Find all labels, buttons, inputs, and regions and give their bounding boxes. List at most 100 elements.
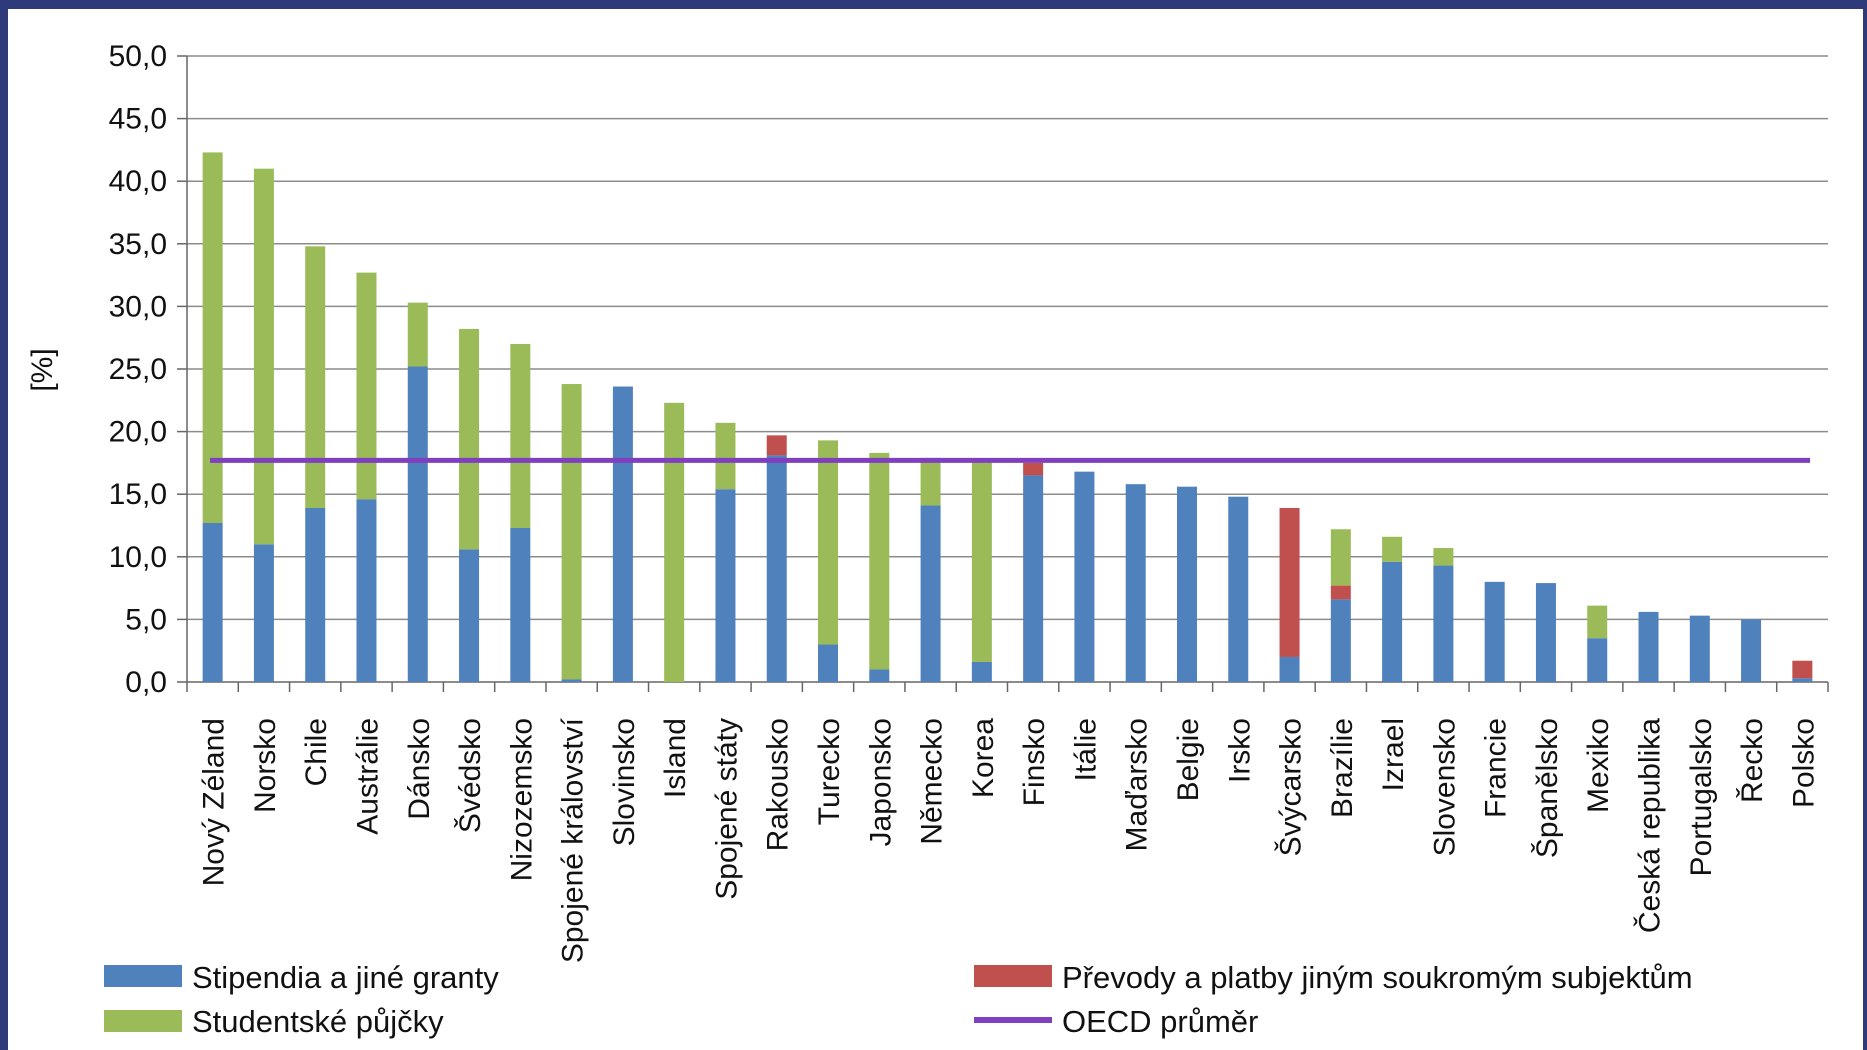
category-label: Chile (300, 718, 333, 786)
bar-segment-series-0-8 (612, 386, 633, 682)
bar-segment-series-0-21 (1279, 656, 1300, 682)
y-tick-label: 20,0 (109, 416, 167, 449)
category-label: Finsko (1018, 718, 1051, 806)
y-tick-label: 10,0 (109, 541, 167, 574)
y-tick-label: 50,0 (109, 40, 167, 73)
bar-segment-series-0-6 (510, 528, 531, 682)
x-tick-labels: Nový Zéland Norsko Chile Austrálie Dánsko Švé… (198, 717, 1821, 963)
bar-segment-series-0-25 (1484, 581, 1505, 682)
category-label: Spojené království (557, 717, 590, 963)
axes (186, 56, 1829, 692)
category-label: Nizozemsko (505, 718, 538, 881)
bar-segment-series-1-22 (1330, 585, 1351, 600)
bar-segment-series-2-27 (1587, 605, 1608, 639)
bar-segment-series-0-5 (459, 549, 480, 682)
bar-segment-series-2-9 (664, 402, 685, 682)
legend-swatch-stipendia (104, 965, 182, 987)
bar-segment-series-2-23 (1382, 536, 1403, 562)
category-label: Španělsko (1530, 718, 1564, 858)
bar-segment-series-0-18 (1125, 484, 1146, 682)
bar-segment-series-0-12 (818, 644, 839, 682)
bar-segment-series-2-1 (253, 168, 274, 545)
bar-segment-series-1-31 (1792, 660, 1813, 679)
category-label: Japonsko (864, 718, 897, 846)
category-label: Belgie (1172, 718, 1205, 801)
legend-label-stipendia: Stipendia a jiné granty (192, 960, 499, 995)
y-tick-label: 25,0 (109, 353, 167, 386)
category-label: Slovinsko (608, 718, 641, 846)
category-label: Turecko (813, 718, 846, 825)
category-label: Česká republika (1633, 718, 1667, 933)
bar-segment-series-0-3 (356, 499, 377, 682)
bar-segment-series-0-30 (1741, 619, 1762, 682)
bar-segment-series-2-13 (869, 452, 890, 670)
bar-segment-series-2-10 (715, 422, 736, 490)
bar-segment-series-2-12 (818, 440, 839, 645)
bar-segment-series-0-29 (1689, 615, 1710, 682)
category-label: Švýcarsko (1274, 718, 1308, 856)
bar-segment-series-0-22 (1330, 599, 1351, 682)
y-tick-label: 5,0 (125, 603, 167, 636)
bar-segment-series-0-10 (715, 489, 736, 682)
category-label: Dánsko (403, 718, 436, 820)
category-label: Francie (1480, 718, 1513, 818)
category-label: Austrálie (351, 718, 384, 835)
category-label: Norsko (249, 718, 282, 813)
bar-segment-series-0-11 (766, 455, 787, 682)
bar-segment-series-0-19 (1176, 486, 1197, 682)
y-axis-label: [%] (26, 348, 59, 391)
y-tick-label: 35,0 (109, 228, 167, 261)
bars (202, 152, 1813, 682)
bar-segment-series-0-14 (920, 505, 941, 682)
category-label: Švédsko (453, 718, 487, 833)
category-label: Itálie (1069, 718, 1102, 781)
bar-segment-series-2-4 (407, 302, 428, 367)
bar-segment-series-0-16 (1023, 475, 1044, 682)
category-label: Německo (916, 718, 949, 845)
category-label: Spojené státy (710, 718, 743, 900)
bar-segment-series-0-24 (1433, 565, 1454, 682)
bar-segment-series-0-7 (561, 679, 582, 682)
legend-swatch-pujcky (104, 1010, 182, 1032)
bar-segment-series-2-24 (1433, 548, 1454, 566)
bar-segment-series-0-2 (305, 507, 326, 682)
y-tick-labels: 0,0 5,0 10,0 15,0 20,0 25,0 30,0 35,0 40,0 45,0 50… (109, 40, 167, 699)
bar-segment-series-0-31 (1792, 678, 1813, 682)
category-label: Irsko (1223, 718, 1256, 783)
y-tick-label: 45,0 (109, 103, 167, 136)
bar-segment-series-0-0 (202, 522, 223, 682)
bar-segment-series-2-15 (971, 461, 992, 662)
bar-segment-series-1-11 (766, 435, 787, 456)
y-tick-label: 30,0 (109, 290, 167, 323)
bar-segment-series-2-5 (459, 328, 480, 550)
category-label: Island (659, 718, 692, 798)
bar-segment-series-0-17 (1074, 471, 1095, 682)
bar-segment-series-0-4 (407, 366, 428, 682)
category-label: Nový Zéland (198, 718, 231, 886)
category-label: Brazílie (1326, 718, 1359, 818)
legend-label-oecd: OECD průměr (1062, 1004, 1258, 1039)
bar-segment-series-0-23 (1382, 561, 1403, 682)
bar-segment-series-0-28 (1638, 611, 1659, 682)
y-tick-label: 15,0 (109, 478, 167, 511)
bar-segment-series-0-1 (253, 544, 274, 682)
bar-segment-series-0-13 (869, 669, 890, 682)
bar-segment-series-2-0 (202, 152, 223, 523)
legend-label-prevody: Převody a platby jiným soukromým subjekt… (1062, 960, 1693, 995)
category-label: Rakousko (762, 718, 795, 851)
bar-segment-series-2-3 (356, 272, 377, 500)
bar-segment-series-1-16 (1023, 462, 1044, 476)
category-label: Izrael (1377, 718, 1410, 791)
bar-segment-series-2-14 (920, 457, 941, 506)
bar-segment-series-0-26 (1535, 583, 1556, 682)
category-label: Korea (967, 718, 1000, 798)
bar-segment-series-2-2 (305, 246, 326, 508)
bar-segment-series-0-20 (1228, 496, 1249, 682)
y-tick-label: 40,0 (109, 165, 167, 198)
legend: Stipendia a jiné granty Studentské půjčk… (104, 960, 1693, 1039)
bar-segment-series-2-6 (510, 343, 531, 529)
category-label: Slovensko (1428, 718, 1461, 856)
bar-segment-series-2-7 (561, 384, 582, 680)
legend-label-pujcky: Studentské půjčky (192, 1004, 444, 1039)
